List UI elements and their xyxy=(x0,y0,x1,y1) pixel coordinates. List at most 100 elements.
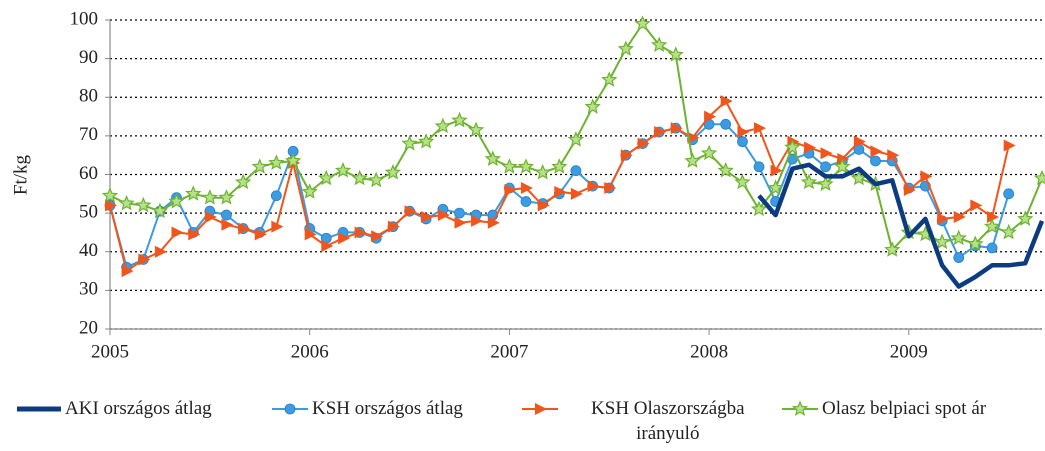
legend-label: KSH országos átlag xyxy=(312,398,463,419)
point xyxy=(737,136,748,148)
point xyxy=(720,118,732,130)
point xyxy=(584,98,601,114)
point xyxy=(820,147,833,160)
point xyxy=(700,144,718,161)
point xyxy=(687,131,700,144)
point xyxy=(570,165,582,177)
y-tick-label: 80 xyxy=(79,86,98,107)
y-tick-label: 70 xyxy=(79,124,98,145)
point xyxy=(454,216,467,229)
point xyxy=(551,158,568,174)
point xyxy=(238,222,251,235)
legend-swatch xyxy=(522,403,558,415)
point xyxy=(371,230,384,243)
y-tick-label: 50 xyxy=(79,201,98,222)
x-tick-label: 2007 xyxy=(490,341,528,362)
y-tick-label: 40 xyxy=(79,240,98,261)
y-tick-label: 100 xyxy=(70,8,99,29)
point xyxy=(853,135,866,148)
legend-swatch xyxy=(17,406,61,412)
point xyxy=(1017,210,1034,226)
point xyxy=(434,117,452,134)
point xyxy=(770,164,783,177)
point xyxy=(934,233,951,250)
legend-label: KSH Olaszországba irányuló xyxy=(591,398,745,444)
point xyxy=(617,40,635,56)
point xyxy=(601,71,618,87)
point xyxy=(1033,169,1045,186)
point xyxy=(737,126,750,139)
point xyxy=(334,162,352,178)
point xyxy=(201,189,219,205)
point xyxy=(650,36,668,53)
point xyxy=(903,183,916,196)
point xyxy=(953,252,965,263)
point xyxy=(634,15,651,31)
point xyxy=(800,173,818,190)
point xyxy=(791,400,809,416)
point xyxy=(517,158,535,174)
point xyxy=(1003,188,1015,200)
point xyxy=(970,199,983,212)
legend-item: KSH Olaszországba irányuló xyxy=(520,396,775,446)
point xyxy=(667,46,684,62)
x-tick-label: 2009 xyxy=(890,341,928,362)
legend-label: Olasz belpiaci spot ár xyxy=(822,398,987,419)
point xyxy=(304,228,317,241)
point xyxy=(920,170,933,183)
point xyxy=(987,210,1000,223)
point xyxy=(670,122,683,135)
x-tick-label: 2005 xyxy=(91,341,129,362)
point xyxy=(221,209,232,221)
point xyxy=(251,158,268,174)
point xyxy=(720,95,733,108)
point xyxy=(983,218,1001,234)
point xyxy=(418,133,435,149)
point xyxy=(803,141,816,154)
point xyxy=(953,210,966,223)
legend-item: KSH országos átlag xyxy=(270,396,520,421)
point xyxy=(870,145,883,158)
y-tick-label: 20 xyxy=(79,317,98,338)
point xyxy=(937,212,950,225)
point xyxy=(884,241,901,257)
point xyxy=(318,169,335,186)
point xyxy=(321,239,334,252)
point xyxy=(218,189,235,205)
point xyxy=(284,403,296,415)
point xyxy=(354,226,367,239)
point xyxy=(1000,223,1017,240)
point xyxy=(567,131,585,147)
point xyxy=(654,126,667,139)
point xyxy=(254,228,267,241)
point xyxy=(717,162,734,178)
point xyxy=(950,229,967,246)
point xyxy=(887,149,900,162)
point xyxy=(620,149,633,162)
point xyxy=(338,232,351,245)
point xyxy=(734,173,751,190)
y-tick-label: 60 xyxy=(79,163,98,184)
point xyxy=(454,207,465,219)
point xyxy=(604,182,617,195)
point xyxy=(221,218,234,231)
point xyxy=(185,185,202,201)
point xyxy=(451,111,468,128)
x-tick-label: 2006 xyxy=(291,341,329,362)
legend-swatch xyxy=(272,403,308,415)
point xyxy=(1003,139,1016,152)
point xyxy=(501,158,518,174)
point xyxy=(750,200,768,217)
point xyxy=(967,235,984,251)
point xyxy=(820,161,831,173)
point xyxy=(437,209,450,222)
point xyxy=(270,190,282,202)
point xyxy=(767,179,784,195)
point xyxy=(837,153,850,166)
point xyxy=(204,210,217,223)
point xyxy=(834,158,851,174)
legend-swatch xyxy=(782,400,818,416)
point xyxy=(301,183,318,199)
point xyxy=(535,403,547,415)
point xyxy=(986,242,998,254)
